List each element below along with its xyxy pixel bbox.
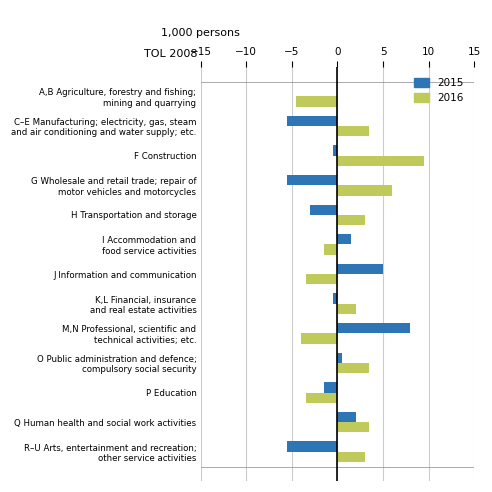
Bar [301, 333, 338, 344]
Bar [338, 155, 424, 166]
Text: TOL 2008: TOL 2008 [145, 49, 198, 59]
Bar [338, 215, 365, 225]
Legend: 2015, 2016: 2015, 2016 [408, 72, 469, 109]
Bar [287, 175, 338, 185]
Bar [306, 393, 338, 403]
Bar [296, 96, 338, 107]
Bar [306, 274, 338, 284]
Bar [338, 264, 383, 274]
Bar [333, 293, 338, 304]
Bar [324, 245, 338, 255]
Bar [338, 363, 369, 373]
Bar [338, 412, 356, 422]
Bar [338, 353, 342, 363]
Bar [287, 116, 338, 126]
Bar [310, 205, 338, 215]
Bar [338, 304, 356, 314]
Text: 1,000 persons: 1,000 persons [161, 29, 240, 38]
Bar [338, 126, 369, 136]
Bar [338, 234, 351, 245]
Bar [333, 145, 338, 155]
Bar [338, 323, 410, 333]
Bar [338, 422, 369, 432]
Bar [324, 382, 338, 393]
Bar [338, 452, 365, 462]
Bar [338, 185, 392, 196]
Bar [287, 441, 338, 452]
